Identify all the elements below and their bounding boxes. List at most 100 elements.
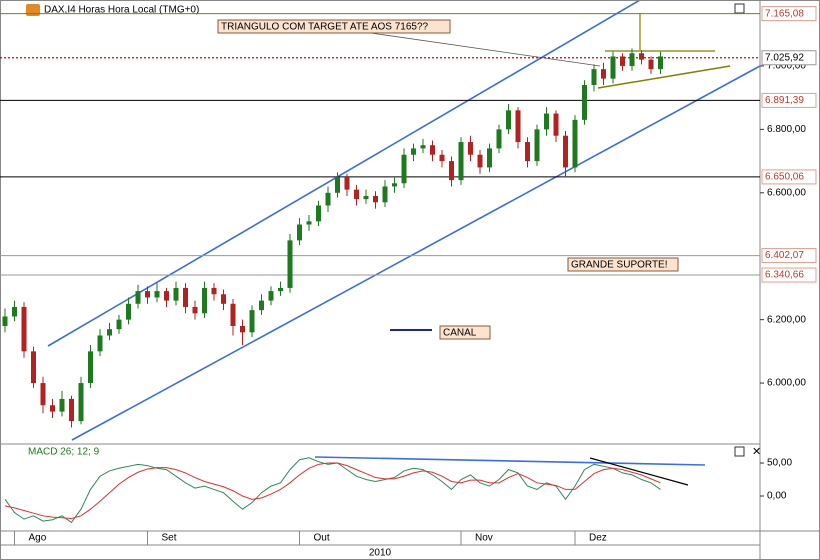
candle-body (259, 300, 264, 311)
candle-body (335, 176, 340, 193)
candle-body (553, 113, 559, 136)
candle-body (411, 148, 416, 155)
candle-body (373, 195, 378, 203)
candle-body (458, 142, 464, 181)
level-label-box (761, 169, 817, 185)
candle-body (525, 142, 530, 162)
candle-body (629, 53, 635, 66)
candle-body (126, 303, 131, 320)
candle-body (658, 56, 663, 70)
x-tick-label: Nov (475, 533, 493, 544)
level-label: 7.165,08 (765, 8, 804, 19)
candle-body (154, 291, 160, 298)
candle-body (31, 351, 36, 384)
year-label: 2010 (369, 548, 392, 559)
candle-body (78, 383, 84, 422)
candle-body (164, 291, 169, 301)
candle-body (183, 287, 188, 307)
y-tick-label: 6.000,00 (767, 378, 806, 389)
close-icon[interactable]: ✕ (752, 446, 761, 458)
candle-body (363, 195, 369, 200)
level-label: 6.402,07 (765, 250, 804, 261)
candle-body (278, 287, 283, 292)
candle-body (240, 325, 245, 333)
y-tick-label: 6.800,00 (767, 124, 806, 135)
x-tick-label: Ago (29, 533, 47, 544)
candle-body (268, 291, 274, 301)
macd-title: MACD 26; 12; 9 (28, 447, 100, 458)
y-tick-label: 50,00 (767, 458, 792, 469)
channel-lower (71, 65, 761, 441)
candle-body (173, 287, 179, 301)
candle-body (135, 291, 141, 304)
candle-body (468, 142, 473, 155)
candle-body (591, 69, 597, 85)
candle-body (192, 306, 198, 314)
candle-body (439, 154, 445, 162)
candle-body (297, 224, 302, 241)
candle-body (620, 56, 625, 66)
candle-body (59, 398, 65, 412)
candle-body (97, 335, 103, 352)
candle-body (392, 183, 397, 187)
triangle-lower (597, 65, 731, 89)
annotation: CANAL (443, 328, 477, 339)
candle-body (354, 189, 359, 200)
candle-body (316, 205, 321, 222)
candle-body (306, 221, 312, 225)
candle-body (287, 240, 293, 288)
level-label-box (761, 92, 817, 108)
candle-body (230, 303, 236, 326)
annotation-box (567, 257, 679, 272)
candle-body (382, 186, 388, 203)
annotation: GRANDE SUPORTE! (571, 260, 668, 271)
candle-body (12, 306, 17, 317)
candle-body (487, 148, 492, 168)
level-label-box (761, 267, 817, 283)
level-label-box (761, 50, 817, 66)
macd-trend-lower (589, 457, 689, 486)
candle-body (21, 306, 27, 352)
candle-body (572, 119, 578, 168)
candle-body (449, 161, 454, 181)
x-tick-label: Out (314, 533, 330, 544)
candle-body (88, 351, 93, 384)
candle-body (601, 69, 606, 79)
candle-body (249, 310, 255, 333)
y-tick-label: 0,00 (767, 491, 787, 502)
candle-body (582, 84, 587, 120)
annotation-box (217, 19, 451, 34)
candle-body (211, 287, 217, 295)
macd-trend-upper (314, 456, 706, 466)
candle-body (534, 129, 540, 162)
annotation-box (439, 325, 491, 340)
candle-body (515, 110, 521, 143)
candle-body (610, 56, 616, 79)
candle-body (563, 135, 568, 168)
candle-body (107, 329, 112, 336)
candle-body (221, 294, 226, 304)
candle-body (639, 53, 644, 60)
y-tick-label: 7.000,00 (767, 61, 806, 72)
candle-body (40, 383, 46, 406)
y-tick-label: 6.200,00 (767, 314, 806, 325)
level-label: 6.650,06 (765, 172, 804, 183)
maximize-button[interactable] (734, 446, 745, 457)
annotation: TRIANGULO COM TARGET ATE AOS 7165?? (221, 22, 429, 33)
y-tick-label: 6.600,00 (767, 187, 806, 198)
level-label-box (761, 6, 817, 22)
candle-body (344, 176, 350, 190)
candle-body (420, 145, 426, 149)
candle-body (496, 129, 502, 149)
maximize-button[interactable] (734, 3, 745, 14)
candle-body (202, 287, 207, 314)
candle-body (544, 113, 549, 130)
candle-body (325, 192, 331, 206)
chart-title: DAX,I4 Horas Hora Local (TMG+0) (44, 5, 199, 16)
x-tick-label: Set (162, 533, 177, 544)
candle-body (116, 319, 122, 330)
x-tick-label: Dez (589, 533, 607, 544)
candle-body (50, 405, 55, 412)
candle-body (430, 145, 435, 155)
